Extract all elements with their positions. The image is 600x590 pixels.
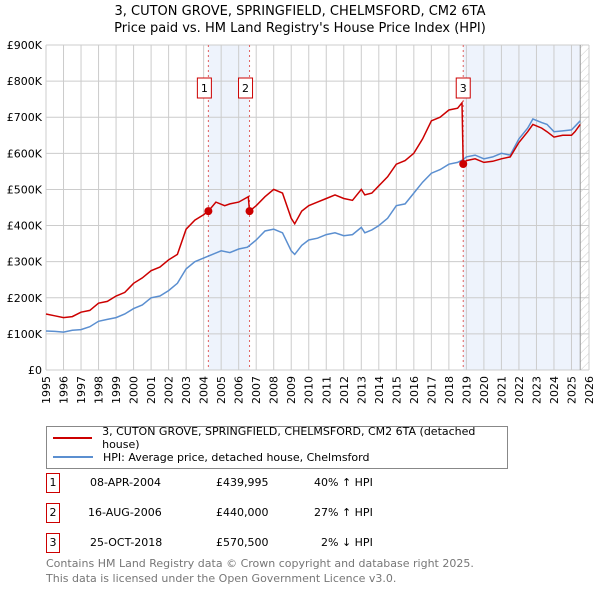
transaction-number: 2: [46, 503, 60, 523]
x-tick-label: 2020: [478, 376, 491, 404]
chart-title: 3, CUTON GROVE, SPRINGFIELD, CHELMSFORD,…: [114, 4, 486, 19]
sale-period-shade: [463, 45, 581, 370]
x-tick-label: 2016: [408, 376, 421, 404]
x-tick-label: 1996: [58, 376, 71, 404]
property-series-line: [45, 100, 581, 319]
sale-label-box: [455, 77, 471, 99]
x-tick-label: 2024: [548, 376, 561, 404]
transaction-number: 3: [46, 533, 60, 553]
x-tick-label: 2018: [443, 376, 456, 404]
x-tick-label: 2005: [215, 376, 228, 404]
y-tick-label: £400K: [7, 220, 43, 233]
y-tick-label: £200K: [7, 292, 43, 305]
y-tick-label: £700K: [7, 111, 43, 124]
sale-point: [204, 207, 213, 216]
y-tick-label: £800K: [7, 75, 43, 88]
x-tick-label: 1999: [110, 376, 123, 404]
transaction-hpi: 2% ↓ HPI: [321, 536, 373, 549]
legend-swatch-blue: [53, 456, 93, 458]
x-tick-label: 2022: [513, 376, 526, 404]
x-tick-label: 2017: [425, 376, 438, 404]
transaction-date: 08-APR-2004: [90, 476, 162, 489]
x-tick-label: 1995: [40, 376, 53, 404]
x-tick-label: 2023: [530, 376, 543, 404]
sale-point: [245, 207, 254, 216]
x-tick-label: 2019: [460, 376, 473, 404]
legend-label: HPI: Average price, detached house, Chel…: [103, 450, 370, 464]
x-tick-label: 2003: [180, 376, 193, 404]
x-tick-label: 2000: [128, 376, 141, 404]
x-tick-label: 2015: [390, 376, 403, 404]
sale-label-box: [196, 77, 212, 99]
y-tick-label: £100K: [7, 328, 43, 341]
forecast-hatch: [580, 45, 589, 370]
legend-swatch-red: [53, 437, 93, 439]
y-tick-label: £500K: [7, 183, 43, 196]
x-tick-label: 2007: [250, 376, 263, 404]
transaction-price: £570,500: [216, 536, 269, 549]
transaction-price: £440,000: [216, 506, 269, 519]
hpi-series-line: [45, 118, 581, 333]
transaction-hpi: 27% ↑ HPI: [314, 506, 373, 519]
price-chart: 1995 1996 1997 1998 1999 2000 2001 2002 2003 2004…: [7, 39, 596, 404]
footer-copyright: Contains HM Land Registry data © Crown c…: [46, 557, 474, 570]
x-tick-label: 2014: [373, 376, 386, 404]
x-tick-label: 1997: [75, 376, 88, 404]
x-tick-label: 2026: [583, 376, 596, 404]
x-tick-label: 2025: [565, 376, 578, 404]
x-tick-label: 2013: [355, 376, 368, 404]
y-tick-label: £0: [28, 364, 42, 377]
transaction-number: 1: [46, 473, 60, 493]
x-tick-label: 2012: [338, 376, 351, 404]
x-tick-label: 2004: [198, 376, 211, 404]
x-tick-label: 2006: [233, 376, 246, 404]
sale-point: [459, 159, 468, 168]
legend-item-property: 3, CUTON GROVE, SPRINGFIELD, CHELMSFORD,…: [53, 425, 507, 451]
sale-label: 3: [460, 82, 467, 95]
x-tick-label: 2011: [320, 376, 333, 404]
chart-subtitle: Price paid vs. HM Land Registry's House …: [114, 21, 486, 36]
legend: 3, CUTON GROVE, SPRINGFIELD, CHELMSFORD,…: [46, 425, 508, 469]
y-tick-label: £600K: [7, 147, 43, 160]
sale-label: 2: [242, 82, 249, 95]
transaction-date: 25-OCT-2018: [90, 536, 163, 549]
sale-label: 1: [201, 82, 208, 95]
footer-licence: This data is licensed under the Open Gov…: [46, 572, 397, 585]
x-tick-label: 2009: [285, 376, 298, 404]
transaction-date: 16-AUG-2006: [88, 506, 162, 519]
x-tick-label: 2001: [145, 376, 158, 404]
x-tick-label: 2021: [495, 376, 508, 404]
transaction-price: £439,995: [216, 476, 269, 489]
y-tick-label: £900K: [7, 39, 43, 52]
x-tick-label: 2008: [268, 376, 281, 404]
x-tick-label: 2010: [303, 376, 316, 404]
transaction-hpi: 40% ↑ HPI: [314, 476, 373, 489]
legend-label: 3, CUTON GROVE, SPRINGFIELD, CHELMSFORD,…: [102, 425, 476, 451]
sale-label-box: [238, 77, 254, 99]
y-tick-label: £300K: [7, 256, 43, 269]
legend-item-hpi: HPI: Average price, detached house, Chel…: [53, 449, 369, 465]
x-tick-label: 2002: [163, 376, 176, 404]
sale-period-shade: [208, 45, 250, 370]
x-tick-label: 1998: [93, 376, 106, 404]
